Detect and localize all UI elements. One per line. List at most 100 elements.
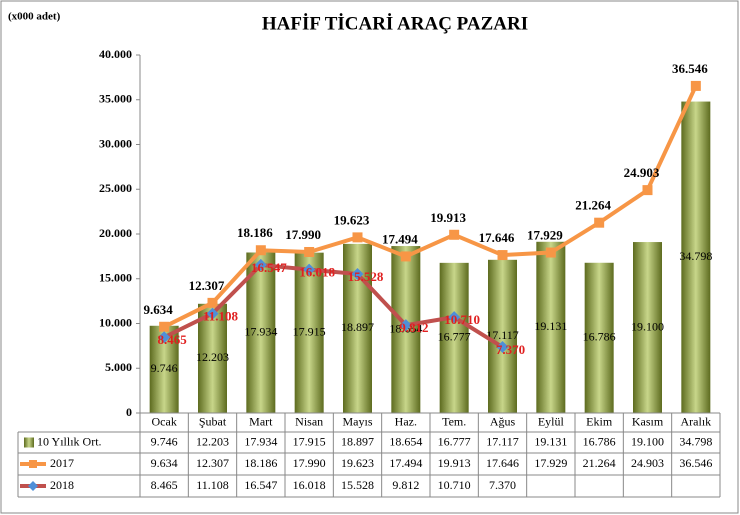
x-tick-label: Tem. [442, 414, 466, 428]
bar [439, 262, 469, 413]
x-tick-label: Mart [249, 414, 273, 428]
table-cell: 19.100 [631, 434, 664, 448]
data-label: 17.934 [244, 324, 277, 338]
y-tick-label: 5.000 [105, 360, 132, 374]
bar [681, 101, 711, 414]
data-label: 18.897 [341, 320, 374, 334]
marker [399, 319, 412, 332]
data-label: 17.929 [527, 228, 563, 243]
legend-label: 10 Yıllık Ort. [37, 434, 102, 448]
data-label: 12.203 [196, 350, 229, 364]
data-label: 16.547 [251, 260, 287, 275]
table-cell: 16.547 [244, 478, 277, 492]
marker [690, 80, 701, 91]
marker [159, 321, 170, 332]
data-label: 17.990 [285, 227, 321, 242]
marker [206, 307, 219, 320]
data-label: 7.370 [496, 342, 525, 357]
table-cell: 9.812 [392, 478, 419, 492]
chart-title: HAFİF TİCARİ ARAÇ PAZARI [262, 13, 528, 34]
data-label: 9.634 [144, 302, 174, 317]
data-label: 19.913 [430, 210, 466, 225]
marker [352, 232, 363, 243]
legend-swatch [24, 437, 34, 448]
table-cell: 17.117 [486, 434, 519, 448]
table-cell: 11.108 [196, 478, 229, 492]
table-cell: 8.465 [151, 478, 178, 492]
x-tick-label: Haz. [395, 414, 417, 428]
data-label: 15.528 [348, 269, 384, 284]
data-label: 17.915 [293, 325, 326, 339]
marker [449, 229, 460, 240]
y-tick-label: 35.000 [99, 92, 132, 106]
y-axis-label: (x000 adet) [8, 11, 61, 23]
legend-label: 2018 [50, 478, 74, 492]
marker [303, 263, 316, 276]
data-label: 18.186 [237, 225, 273, 240]
data-label: 19.131 [534, 319, 567, 333]
bar [584, 262, 614, 413]
legend-marker [29, 460, 37, 468]
marker [642, 185, 653, 196]
marker [207, 297, 218, 308]
legend-marker [28, 481, 38, 491]
table-cell: 9.746 [151, 434, 178, 448]
table-cell: 16.786 [583, 434, 616, 448]
data-label: 19.100 [631, 319, 664, 333]
table-cell: 15.528 [341, 478, 374, 492]
table-cell: 9.634 [151, 456, 178, 470]
bar [198, 303, 227, 413]
data-label: 17.646 [479, 230, 515, 245]
y-tick-label: 25.000 [99, 181, 132, 195]
table-cell: 12.203 [196, 434, 229, 448]
bar [294, 252, 324, 413]
data-label: 16.777 [438, 330, 471, 344]
data-label: 19.623 [334, 212, 370, 227]
table-cell: 17.646 [486, 456, 519, 470]
x-tick-label: Ekim [586, 414, 613, 428]
table-cell: 19.623 [341, 456, 374, 470]
x-tick-label: Nisan [295, 414, 323, 428]
bar [536, 241, 566, 413]
data-label: 10.710 [444, 312, 480, 327]
marker [351, 268, 364, 281]
data-label: 9.746 [151, 361, 178, 375]
line [163, 262, 504, 349]
table-cell: 7.370 [489, 478, 516, 492]
y-tick-label: 30.000 [99, 136, 132, 150]
data-label: 24.903 [624, 165, 660, 180]
table-cell: 21.264 [583, 456, 616, 470]
y-tick-label: 10.000 [99, 315, 132, 329]
data-label: 16.018 [299, 265, 335, 280]
marker [400, 251, 411, 262]
data-label: 9.812 [399, 320, 428, 335]
table-cell: 17.990 [293, 456, 326, 470]
data-label: 11.108 [203, 309, 239, 324]
data-label: 34.798 [679, 249, 712, 263]
x-tick-label: Kasım [632, 414, 664, 428]
data-label: 36.546 [672, 61, 708, 76]
x-tick-label: Şubat [199, 414, 227, 428]
marker [545, 247, 556, 258]
table-cell: 18.654 [389, 434, 422, 448]
table-cell: 18.186 [244, 456, 277, 470]
marker [594, 217, 605, 228]
marker [448, 311, 461, 324]
marker [254, 258, 267, 271]
x-tick-label: Ağus [490, 414, 516, 428]
marker [304, 246, 315, 257]
data-label: 8.465 [158, 332, 188, 347]
y-tick-label: 15.000 [99, 271, 132, 285]
table-cell: 17.915 [293, 434, 326, 448]
table-cell: 17.934 [244, 434, 277, 448]
data-label: 16.786 [583, 330, 616, 344]
x-tick-label: Eylül [538, 414, 565, 428]
x-tick-label: Mayıs [343, 414, 373, 428]
table-cell: 18.897 [341, 434, 374, 448]
legend-label: 2017 [50, 456, 74, 470]
marker [496, 341, 509, 354]
line [163, 85, 698, 329]
table-cell: 17.929 [534, 456, 567, 470]
marker [255, 245, 266, 256]
